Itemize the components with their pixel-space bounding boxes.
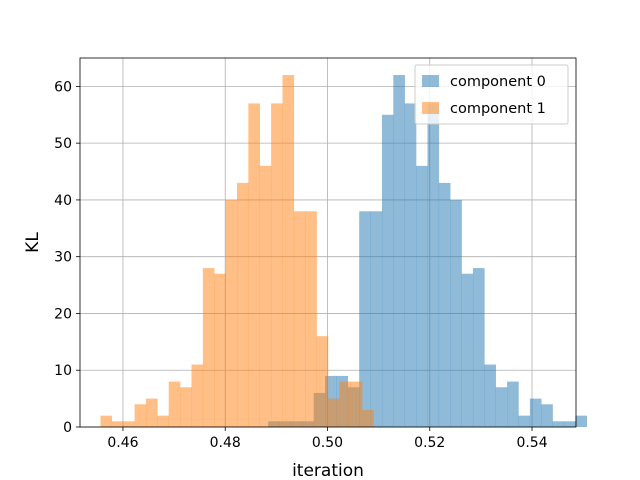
x-tick-label: 0.52 [414, 435, 445, 451]
histogram-bar [168, 381, 181, 427]
histogram-bar [427, 103, 440, 428]
histogram-bar [248, 103, 260, 428]
x-tick-label: 0.46 [107, 435, 138, 451]
y-tick-label: 40 [54, 193, 72, 209]
histogram-bar [100, 415, 113, 427]
x-tick-label: 0.54 [516, 435, 547, 451]
histogram-bar [305, 211, 317, 427]
axes-frame [79, 57, 577, 428]
histogram-bar [271, 103, 283, 428]
ticks-layer: 0.46 0.48 0.50 0.52 0.54 0 10 20 30 40 50 60 [54, 79, 548, 451]
histogram-bar [393, 75, 405, 428]
y-tick-label: 50 [54, 136, 72, 152]
histogram-bar [370, 211, 383, 427]
histogram-bar [484, 364, 496, 427]
plot-frame [79, 57, 577, 428]
y-tick-label: 0 [63, 420, 72, 436]
y-tick-label: 30 [54, 250, 72, 266]
histogram-bar [541, 404, 553, 427]
histogram-bar [350, 381, 363, 427]
histogram-bar [259, 165, 272, 427]
legend-label-0: component 0 [450, 74, 546, 90]
y-tick-label: 20 [54, 306, 72, 322]
x-axis-label: iteration [292, 461, 364, 480]
legend-box [414, 64, 569, 125]
histogram-bar [293, 211, 306, 427]
histogram-bar [316, 336, 329, 427]
y-tick-label: 10 [54, 363, 72, 379]
histogram-bar [145, 398, 158, 427]
histogram-bar [134, 404, 147, 427]
histogram-bar [575, 415, 587, 427]
histogram-bar [518, 415, 531, 427]
histogram-bar [202, 268, 215, 427]
histogram-bar [236, 182, 249, 427]
histogram-bar [123, 421, 135, 427]
histogram-bar [282, 75, 295, 428]
histogram-bar [328, 398, 340, 427]
y-axis-label: KL [23, 232, 43, 253]
histogram-bar [563, 421, 576, 427]
histogram-bar [450, 199, 462, 427]
series-1-bars [100, 75, 374, 428]
histogram-bar [359, 211, 371, 427]
y-tick-label: 60 [54, 79, 72, 95]
histogram-bar [111, 421, 124, 427]
histogram-bar [381, 114, 394, 428]
histogram-bar [552, 421, 565, 427]
bars-layer [100, 75, 587, 428]
histogram-bar [495, 387, 508, 427]
histogram-bar [529, 398, 542, 427]
histogram-bar [225, 199, 238, 427]
histogram-bar [507, 381, 519, 427]
histogram-bar [362, 409, 374, 427]
histogram-bar [157, 415, 169, 427]
histogram-bar [461, 273, 474, 427]
legend-swatch-0 [422, 75, 439, 87]
legend: component 0 component 1 [414, 64, 569, 125]
histogram-bar [472, 268, 485, 427]
legend-label-1: component 1 [450, 101, 546, 117]
histogram-bar [191, 364, 204, 427]
histogram-bar [214, 273, 226, 427]
histogram-bar [416, 165, 428, 427]
histogram-bar [180, 387, 192, 427]
histogram-bar [339, 381, 352, 427]
histogram-bar [438, 182, 451, 427]
x-tick-label: 0.50 [312, 435, 343, 451]
histogram-bar [404, 103, 417, 428]
legend-swatch-1 [422, 102, 439, 114]
x-tick-label: 0.48 [210, 435, 241, 451]
